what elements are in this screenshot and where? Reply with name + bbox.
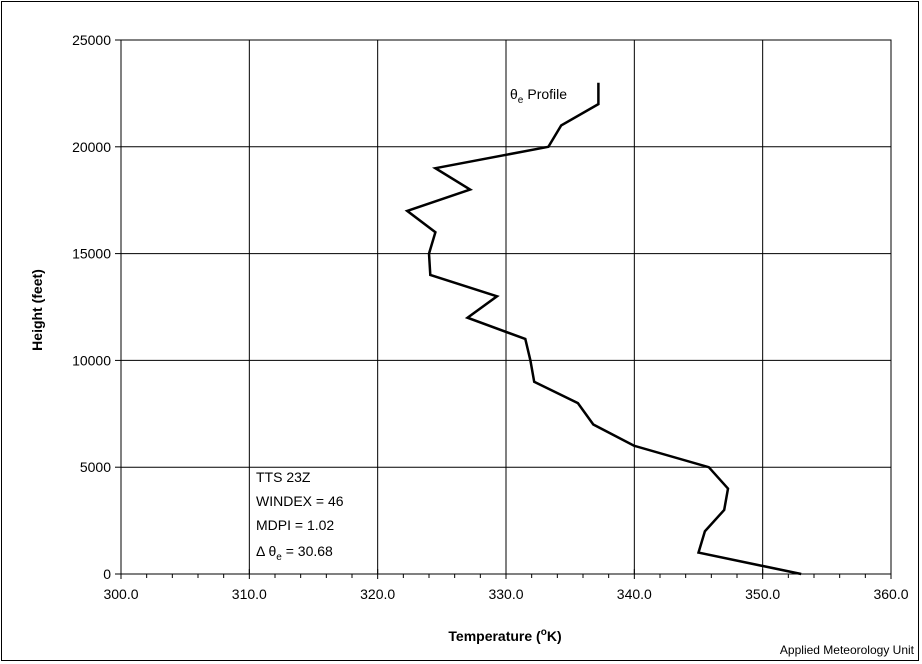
y-axis-title: Height (feet) bbox=[29, 269, 45, 351]
y-tick-label: 0 bbox=[103, 566, 111, 582]
y-tick-label: 25000 bbox=[72, 32, 111, 48]
stats-annotation: TTS 23Z WINDEX = 46 MDPI = 1.02 Δ θe = 3… bbox=[256, 469, 344, 563]
x-axis-title-text: Temperature ( bbox=[448, 628, 541, 644]
axis-ticks bbox=[115, 39, 892, 579]
tick-labels: 300.0 310.0 320.0 330.0 340.0 350.0 360.0 0 5000… bbox=[72, 32, 909, 602]
y-tick-label: 15000 bbox=[72, 246, 111, 262]
footer-credit: Applied Meteorology Unit bbox=[780, 643, 915, 657]
annotation-line-3: MDPI = 1.02 bbox=[256, 517, 334, 533]
annotation-line-2: WINDEX = 46 bbox=[256, 493, 344, 509]
annotation-line-4-sub: e bbox=[276, 552, 282, 563]
series-label-name: Profile bbox=[527, 86, 567, 102]
x-tick-label: 330.0 bbox=[488, 586, 523, 602]
x-axis-title: Temperature (oK) bbox=[448, 627, 561, 644]
annotation-line-4-tail: = 30.68 bbox=[282, 543, 333, 559]
y-tick-label: 20000 bbox=[72, 139, 111, 155]
x-axis-title-sup: o bbox=[541, 627, 547, 638]
y-tick-label: 10000 bbox=[72, 352, 111, 368]
x-tick-label: 350.0 bbox=[745, 586, 780, 602]
series-label: θe Profile bbox=[510, 86, 567, 106]
series-group bbox=[404, 82, 802, 576]
annotation-line-1: TTS 23Z bbox=[256, 469, 311, 485]
annotation-line-4-prefix: Δ θ bbox=[256, 543, 276, 559]
series-label-symbol: θ bbox=[510, 86, 518, 102]
x-tick-label: 320.0 bbox=[360, 586, 395, 602]
y-tick-label: 5000 bbox=[80, 459, 111, 475]
x-tick-label: 360.0 bbox=[873, 586, 908, 602]
annotation-line-4: Δ θe = 30.68 bbox=[256, 543, 333, 563]
grid-lines bbox=[121, 40, 891, 574]
x-axis-title-tail: K) bbox=[547, 628, 562, 644]
x-tick-label: 300.0 bbox=[103, 586, 138, 602]
x-tick-label: 310.0 bbox=[232, 586, 267, 602]
series-label-sub: e bbox=[518, 95, 524, 106]
x-tick-label: 340.0 bbox=[617, 586, 652, 602]
series-line-theta-e bbox=[404, 82, 802, 576]
